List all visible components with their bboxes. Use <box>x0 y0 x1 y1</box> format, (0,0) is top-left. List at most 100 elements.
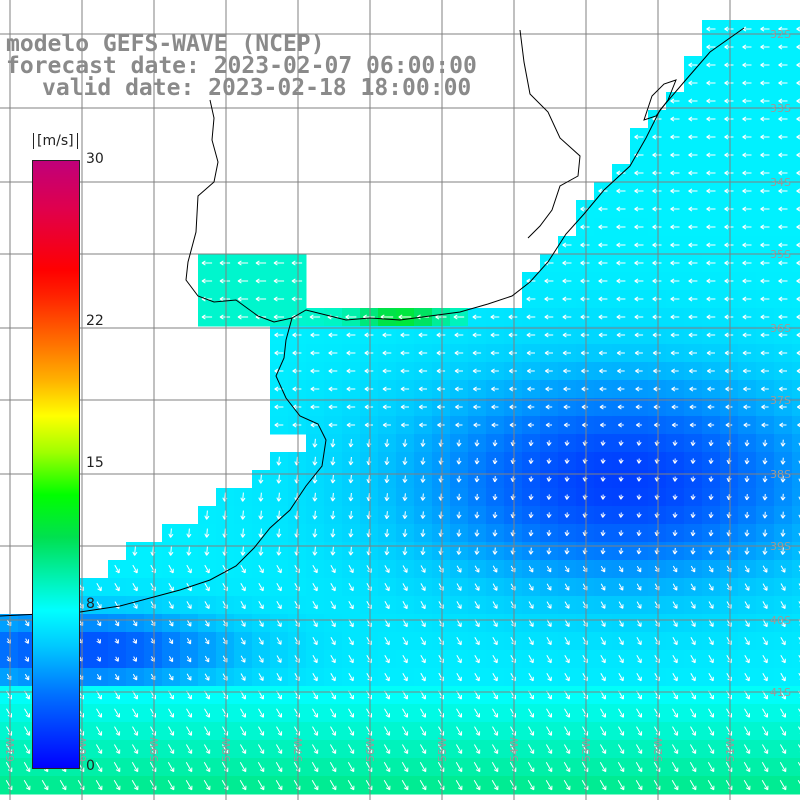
wind-arrow <box>492 529 498 537</box>
wind-arrow <box>312 565 318 574</box>
wind-arrow <box>780 619 786 628</box>
wind-arrow <box>744 619 750 628</box>
wind-arrow <box>364 332 374 338</box>
wind-arrow <box>204 637 210 645</box>
wind-arrow <box>240 564 246 574</box>
wind-arrow <box>580 278 590 284</box>
wind-arrow <box>778 224 788 230</box>
wind-arrow <box>492 708 498 718</box>
wind-arrow <box>762 672 768 682</box>
wind-arrow <box>276 474 282 484</box>
wind-arrow <box>95 762 103 773</box>
wind-arrow <box>617 779 625 791</box>
wind-arrow <box>347 779 355 791</box>
wind-arrow <box>564 547 570 555</box>
wind-arrow <box>185 744 193 754</box>
wind-arrow <box>258 655 264 663</box>
latitude-label: 39S <box>770 540 791 553</box>
wind-arrow <box>276 510 282 520</box>
wind-arrow <box>708 708 714 718</box>
wind-arrow <box>742 44 752 50</box>
longitude-label: 52W <box>652 737 665 762</box>
wind-arrow <box>707 744 715 754</box>
wind-arrow <box>690 547 696 555</box>
wind-arrow <box>346 350 356 356</box>
wind-arrow <box>273 278 285 284</box>
wind-arrow <box>330 546 336 556</box>
wind-arrow <box>672 512 678 518</box>
wind-arrow <box>690 583 696 591</box>
wind-arrow <box>474 511 480 519</box>
wind-arrow <box>364 404 374 410</box>
wind-arrow <box>761 404 769 410</box>
wind-arrow <box>544 332 554 338</box>
wind-arrow <box>760 116 770 122</box>
wind-arrow <box>652 350 661 356</box>
wind-arrow <box>167 762 175 773</box>
wind-arrow <box>742 350 752 356</box>
wind-arrow <box>240 601 246 610</box>
wind-arrow <box>420 493 426 501</box>
wind-arrow <box>168 673 174 681</box>
wind-arrow <box>778 278 788 284</box>
wind-arrow <box>492 511 498 519</box>
wind-arrow <box>491 779 499 791</box>
wind-speed-cell <box>792 290 800 309</box>
wind-arrow <box>258 492 264 502</box>
wind-arrow <box>580 224 590 230</box>
wind-arrow <box>311 779 319 791</box>
wind-speed-cell <box>792 308 800 327</box>
wind-arrow <box>292 386 302 392</box>
wind-arrow <box>636 476 642 482</box>
wind-arrow <box>688 134 698 140</box>
wind-arrow <box>329 779 337 791</box>
wind-arrow <box>384 493 390 502</box>
wind-arrow <box>328 386 338 392</box>
wind-arrow <box>762 511 768 519</box>
wind-arrow <box>474 565 480 573</box>
wind-arrow <box>564 583 570 591</box>
wind-arrow <box>742 296 752 302</box>
wind-arrow <box>436 404 445 410</box>
wind-arrow <box>132 546 138 556</box>
wind-arrow <box>744 547 750 555</box>
wind-arrow <box>653 422 660 428</box>
wind-arrow <box>402 619 408 628</box>
wind-arrow <box>634 134 644 140</box>
wind-arrow <box>797 744 800 753</box>
wind-arrow <box>420 475 426 483</box>
wind-arrow <box>688 80 698 86</box>
wind-arrow <box>528 672 534 682</box>
wind-arrow <box>492 672 498 682</box>
wind-arrow <box>508 332 518 338</box>
wind-arrow <box>778 386 787 392</box>
wind-arrow <box>474 654 480 664</box>
wind-arrow <box>564 619 570 628</box>
wind-arrow <box>671 762 679 773</box>
wind-arrow <box>618 637 624 646</box>
wind-arrow <box>255 278 267 284</box>
wind-arrow <box>762 601 768 610</box>
wind-arrow <box>780 565 786 573</box>
wind-arrow <box>291 296 303 302</box>
wind-arrow <box>204 582 210 592</box>
wind-arrow <box>779 762 787 773</box>
wind-arrow <box>743 744 751 754</box>
wind-speed-cell <box>792 20 800 39</box>
wind-arrow <box>706 314 716 320</box>
wind-arrow <box>618 512 624 518</box>
wind-arrow <box>780 475 786 483</box>
wind-arrow <box>672 601 678 609</box>
wind-arrow <box>796 134 800 140</box>
wind-arrow <box>618 583 624 591</box>
wind-arrow <box>761 422 769 428</box>
wind-arrow <box>382 422 391 428</box>
longitude-label: 61W <box>4 737 17 762</box>
wind-arrow <box>636 619 642 627</box>
wind-speed-cell <box>792 380 800 399</box>
wind-arrow <box>600 654 606 664</box>
latitude-label: 36S <box>770 322 791 335</box>
wind-arrow <box>274 404 284 410</box>
wind-arrow <box>420 636 426 646</box>
